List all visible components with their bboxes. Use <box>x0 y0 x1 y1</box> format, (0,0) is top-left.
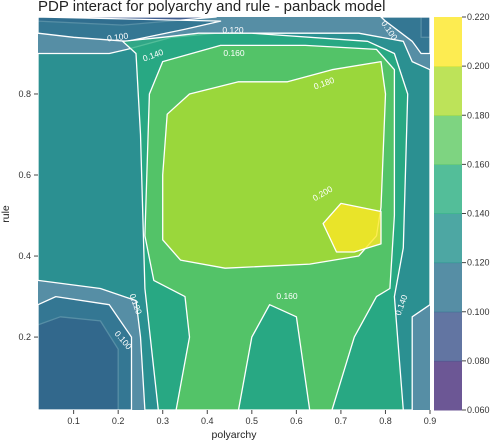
x-tick-label: 0.9 <box>424 416 437 426</box>
colorbar: 0.060 0.080 0.100 0.120 0.140 0.160 0.180 0.200… <box>434 12 490 415</box>
y-axis-label: rule <box>0 205 12 223</box>
y-tick-label: 0.8 <box>18 89 31 99</box>
colorbar-tick-label: 0.060 <box>467 405 490 415</box>
colorbar-band <box>434 17 462 67</box>
colorbar-band <box>434 311 462 362</box>
contour-region <box>322 202 382 253</box>
y-tick-label: 0.2 <box>18 332 31 342</box>
contour-line-label: 0.120 <box>222 25 244 35</box>
contour-line-label: 0.160 <box>223 48 245 58</box>
colorbar-band <box>434 66 462 116</box>
colorbar-tick-label: 0.180 <box>467 110 490 120</box>
colorbar-band <box>434 262 462 313</box>
x-tick-label: 0.7 <box>335 416 348 426</box>
colorbar-tick-label: 0.120 <box>467 258 490 268</box>
colorbar-band <box>434 360 462 411</box>
chart-title: PDP interact for polyarchy and rule - pa… <box>38 0 385 15</box>
colorbar-band <box>434 164 462 214</box>
x-axis-label: polyarchy <box>212 429 258 440</box>
colorbar-tick-label: 0.200 <box>467 61 490 71</box>
x-tick-label: 0.8 <box>379 416 392 426</box>
colorbar-tick-label: 0.080 <box>467 356 490 366</box>
x-tick-label: 0.6 <box>290 416 303 426</box>
contour-region <box>37 16 222 42</box>
x-tick-label: 0.5 <box>246 416 259 426</box>
x-tick-label: 0.3 <box>156 416 169 426</box>
x-axis: 0.1 0.2 0.3 0.4 0.5 0.6 0.7 0.8 0.9 <box>67 410 436 426</box>
contour-region <box>37 295 133 411</box>
colorbar-tick-label: 0.220 <box>467 12 490 22</box>
contour-line-label: 0.100 <box>106 31 129 44</box>
plot-area <box>37 16 431 411</box>
contour-region <box>380 16 431 55</box>
y-tick-label: 0.4 <box>18 251 31 261</box>
colorbar-tick-label: 0.160 <box>467 159 490 169</box>
x-tick-label: 0.4 <box>201 416 214 426</box>
colorbar-tick-label: 0.140 <box>467 209 490 219</box>
x-tick-label: 0.2 <box>112 416 125 426</box>
x-tick-label: 0.1 <box>67 416 80 426</box>
contour-line-label: 0.160 <box>276 291 298 301</box>
y-axis: 0.2 0.4 0.6 0.8 <box>18 89 38 342</box>
y-tick-label: 0.6 <box>18 170 31 180</box>
colorbar-band <box>434 115 462 165</box>
colorbar-band <box>434 213 462 264</box>
colorbar-tick-label: 0.100 <box>467 307 490 317</box>
